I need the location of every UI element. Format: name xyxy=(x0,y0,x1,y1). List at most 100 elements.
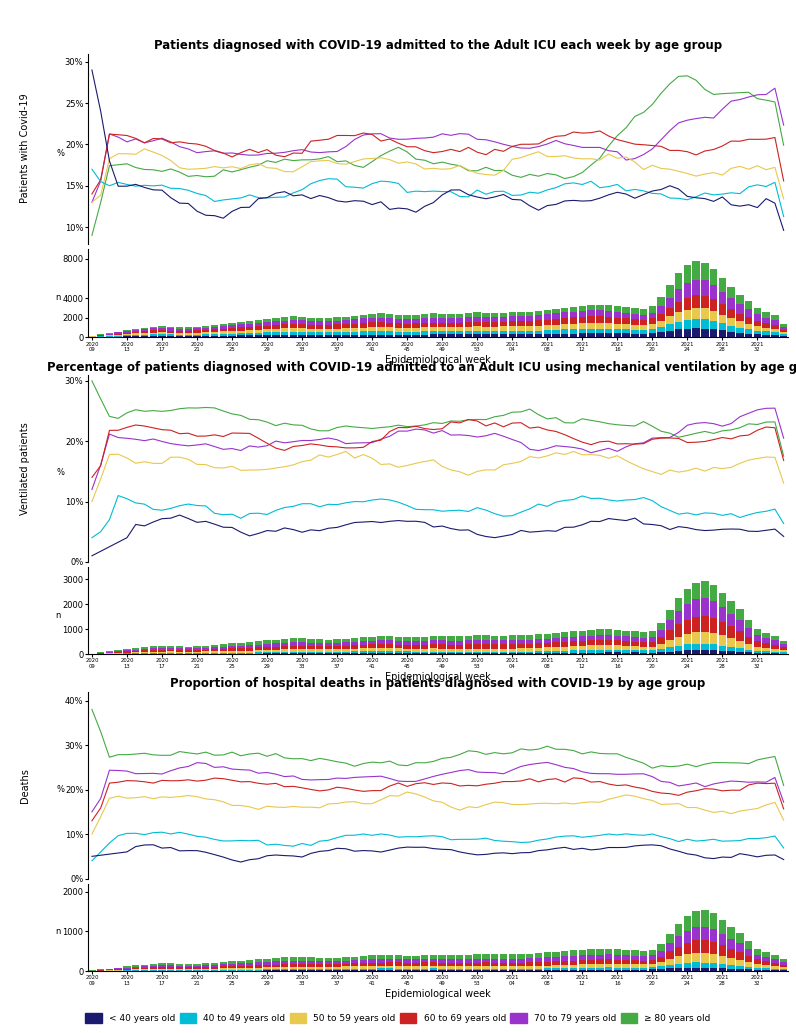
Bar xyxy=(369,960,376,963)
Y-axis label: n: n xyxy=(56,611,60,620)
Bar xyxy=(193,652,201,653)
Bar xyxy=(316,639,323,643)
Bar xyxy=(447,322,455,327)
Bar xyxy=(552,643,560,647)
Bar xyxy=(290,332,297,335)
Bar xyxy=(281,638,288,643)
Bar xyxy=(701,927,708,940)
Bar xyxy=(150,335,157,336)
Bar xyxy=(281,961,288,964)
Bar xyxy=(509,640,516,645)
Bar xyxy=(255,326,262,330)
Text: Deaths: Deaths xyxy=(20,768,30,803)
Bar xyxy=(701,963,708,968)
Bar xyxy=(622,653,630,654)
Bar xyxy=(334,639,341,643)
Bar xyxy=(360,653,367,654)
Bar xyxy=(596,629,603,635)
Bar xyxy=(167,964,174,966)
Bar xyxy=(631,636,638,641)
Bar xyxy=(535,953,542,958)
Bar xyxy=(430,959,437,963)
Bar xyxy=(570,641,577,646)
Bar xyxy=(421,314,428,318)
Bar xyxy=(360,652,367,653)
Bar xyxy=(202,965,209,967)
Bar xyxy=(719,593,726,607)
Bar xyxy=(570,961,577,965)
Bar xyxy=(561,632,568,637)
Bar xyxy=(185,647,192,649)
Bar xyxy=(404,335,411,338)
Bar xyxy=(570,330,577,334)
Bar xyxy=(386,966,393,969)
Bar xyxy=(334,643,341,646)
Bar xyxy=(123,334,131,336)
Bar xyxy=(325,325,332,328)
Bar xyxy=(771,333,778,335)
Bar xyxy=(395,969,402,970)
Bar xyxy=(316,325,323,328)
Bar xyxy=(281,320,288,324)
Bar xyxy=(202,652,209,653)
Bar xyxy=(509,321,516,326)
Bar xyxy=(430,966,437,969)
Bar xyxy=(202,963,209,965)
Bar xyxy=(622,636,630,641)
Bar xyxy=(517,953,525,959)
Bar xyxy=(360,335,367,338)
Bar xyxy=(666,298,673,308)
Bar xyxy=(526,312,533,316)
Bar xyxy=(763,317,770,323)
Bar xyxy=(771,335,778,338)
Bar xyxy=(728,309,735,318)
Bar xyxy=(736,620,743,631)
Bar xyxy=(150,652,157,653)
Bar xyxy=(369,966,376,969)
Bar xyxy=(587,646,595,650)
Bar xyxy=(430,322,437,327)
Bar xyxy=(158,326,166,328)
Bar xyxy=(255,335,262,338)
Bar xyxy=(579,956,586,960)
Bar xyxy=(517,326,525,331)
Bar xyxy=(491,322,498,326)
Bar xyxy=(360,318,367,323)
Bar xyxy=(386,332,393,335)
Bar xyxy=(684,283,691,298)
Bar xyxy=(421,327,428,332)
Bar xyxy=(158,648,166,650)
Title: Patients diagnosed with COVID-19 admitted to the Adult ICU each week by age grou: Patients diagnosed with COVID-19 admitte… xyxy=(154,39,722,53)
Bar xyxy=(246,641,253,645)
Bar xyxy=(649,970,656,971)
Bar xyxy=(202,336,209,338)
Bar xyxy=(167,326,174,328)
Bar xyxy=(561,653,568,654)
Bar xyxy=(614,317,621,323)
Bar xyxy=(185,327,192,328)
Bar xyxy=(500,635,507,640)
Bar xyxy=(456,640,463,645)
Bar xyxy=(684,968,691,971)
Bar xyxy=(158,652,166,653)
Bar xyxy=(640,965,647,968)
Bar xyxy=(631,319,638,324)
Bar xyxy=(185,652,192,653)
Bar xyxy=(395,640,402,645)
Bar xyxy=(614,640,621,646)
Bar xyxy=(657,623,665,630)
Bar xyxy=(255,319,262,322)
Bar xyxy=(421,322,428,327)
Bar xyxy=(596,948,603,954)
Bar xyxy=(246,960,253,963)
Bar xyxy=(246,331,253,333)
Bar xyxy=(272,958,279,962)
Bar xyxy=(404,956,411,960)
Bar xyxy=(552,330,560,334)
Bar xyxy=(693,650,700,654)
Bar xyxy=(447,327,455,331)
Bar xyxy=(176,967,183,969)
Bar xyxy=(552,647,560,651)
Bar xyxy=(351,649,358,652)
Bar xyxy=(780,323,787,326)
